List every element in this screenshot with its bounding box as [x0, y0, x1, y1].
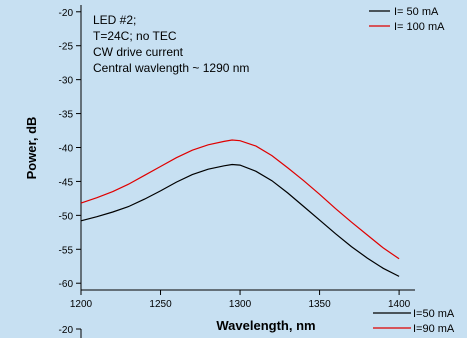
- series-lines: [80, 139, 400, 277]
- y-axis-ticks: -20 -25 -30 -35 -40 -45 -50 -55 -60: [59, 8, 81, 290]
- y-tick-label: -45: [59, 177, 74, 188]
- y-tick-label: -60: [59, 279, 74, 290]
- legend-label: I= 100 mA: [394, 21, 445, 33]
- x-tick-label: 1350: [308, 299, 331, 310]
- annotation-line: LED #2;: [93, 13, 136, 27]
- y-tick-label: -25: [59, 42, 74, 53]
- annotation-block: LED #2; T=24C; no TEC CW drive current Cent…: [93, 13, 249, 75]
- second-legend: I=50 mA I=90 mA: [373, 308, 455, 335]
- series-line-1: [80, 163, 400, 277]
- second-plot-area: -20 I=50 mA I=90 mA: [59, 308, 455, 338]
- legend: I= 50 mA I= 100 mA: [369, 6, 445, 33]
- x-tick-label: 1400: [388, 299, 411, 310]
- y-tick-label: -35: [59, 110, 74, 121]
- y-tick-label: -30: [59, 76, 74, 87]
- legend-label: I= 50 mA: [394, 6, 439, 18]
- x-tick-label: 1250: [149, 299, 172, 310]
- series-line-2: [80, 139, 400, 260]
- y-axis-label: Power, dB: [24, 117, 39, 180]
- second-y-tick-label: -20: [59, 325, 74, 336]
- x-tick-label: 1300: [229, 299, 252, 310]
- second-legend-label: I=90 mA: [413, 323, 455, 335]
- second-legend-label: I=50 mA: [413, 308, 455, 320]
- y-tick-label: -55: [59, 245, 74, 256]
- annotation-line: T=24C; no TEC: [93, 29, 177, 43]
- y-tick-label: -50: [59, 211, 74, 222]
- y-tick-label: -40: [59, 144, 74, 155]
- x-tick-label: 1200: [70, 299, 93, 310]
- y-tick-label: -20: [59, 8, 74, 19]
- annotation-line: Central wavlength ~ 1290 nm: [93, 61, 249, 75]
- annotation-line: CW drive current: [93, 45, 184, 59]
- x-axis-label: Wavelength, nm: [216, 318, 315, 333]
- x-axis-ticks: 1200 1250 1300 1350 1400: [70, 290, 411, 310]
- main-plot-area: -20 -25 -30 -35 -40 -45 -50 -55 -60 1200 1250 1300…: [24, 5, 445, 333]
- second-y-axis-ticks: -20: [59, 325, 82, 338]
